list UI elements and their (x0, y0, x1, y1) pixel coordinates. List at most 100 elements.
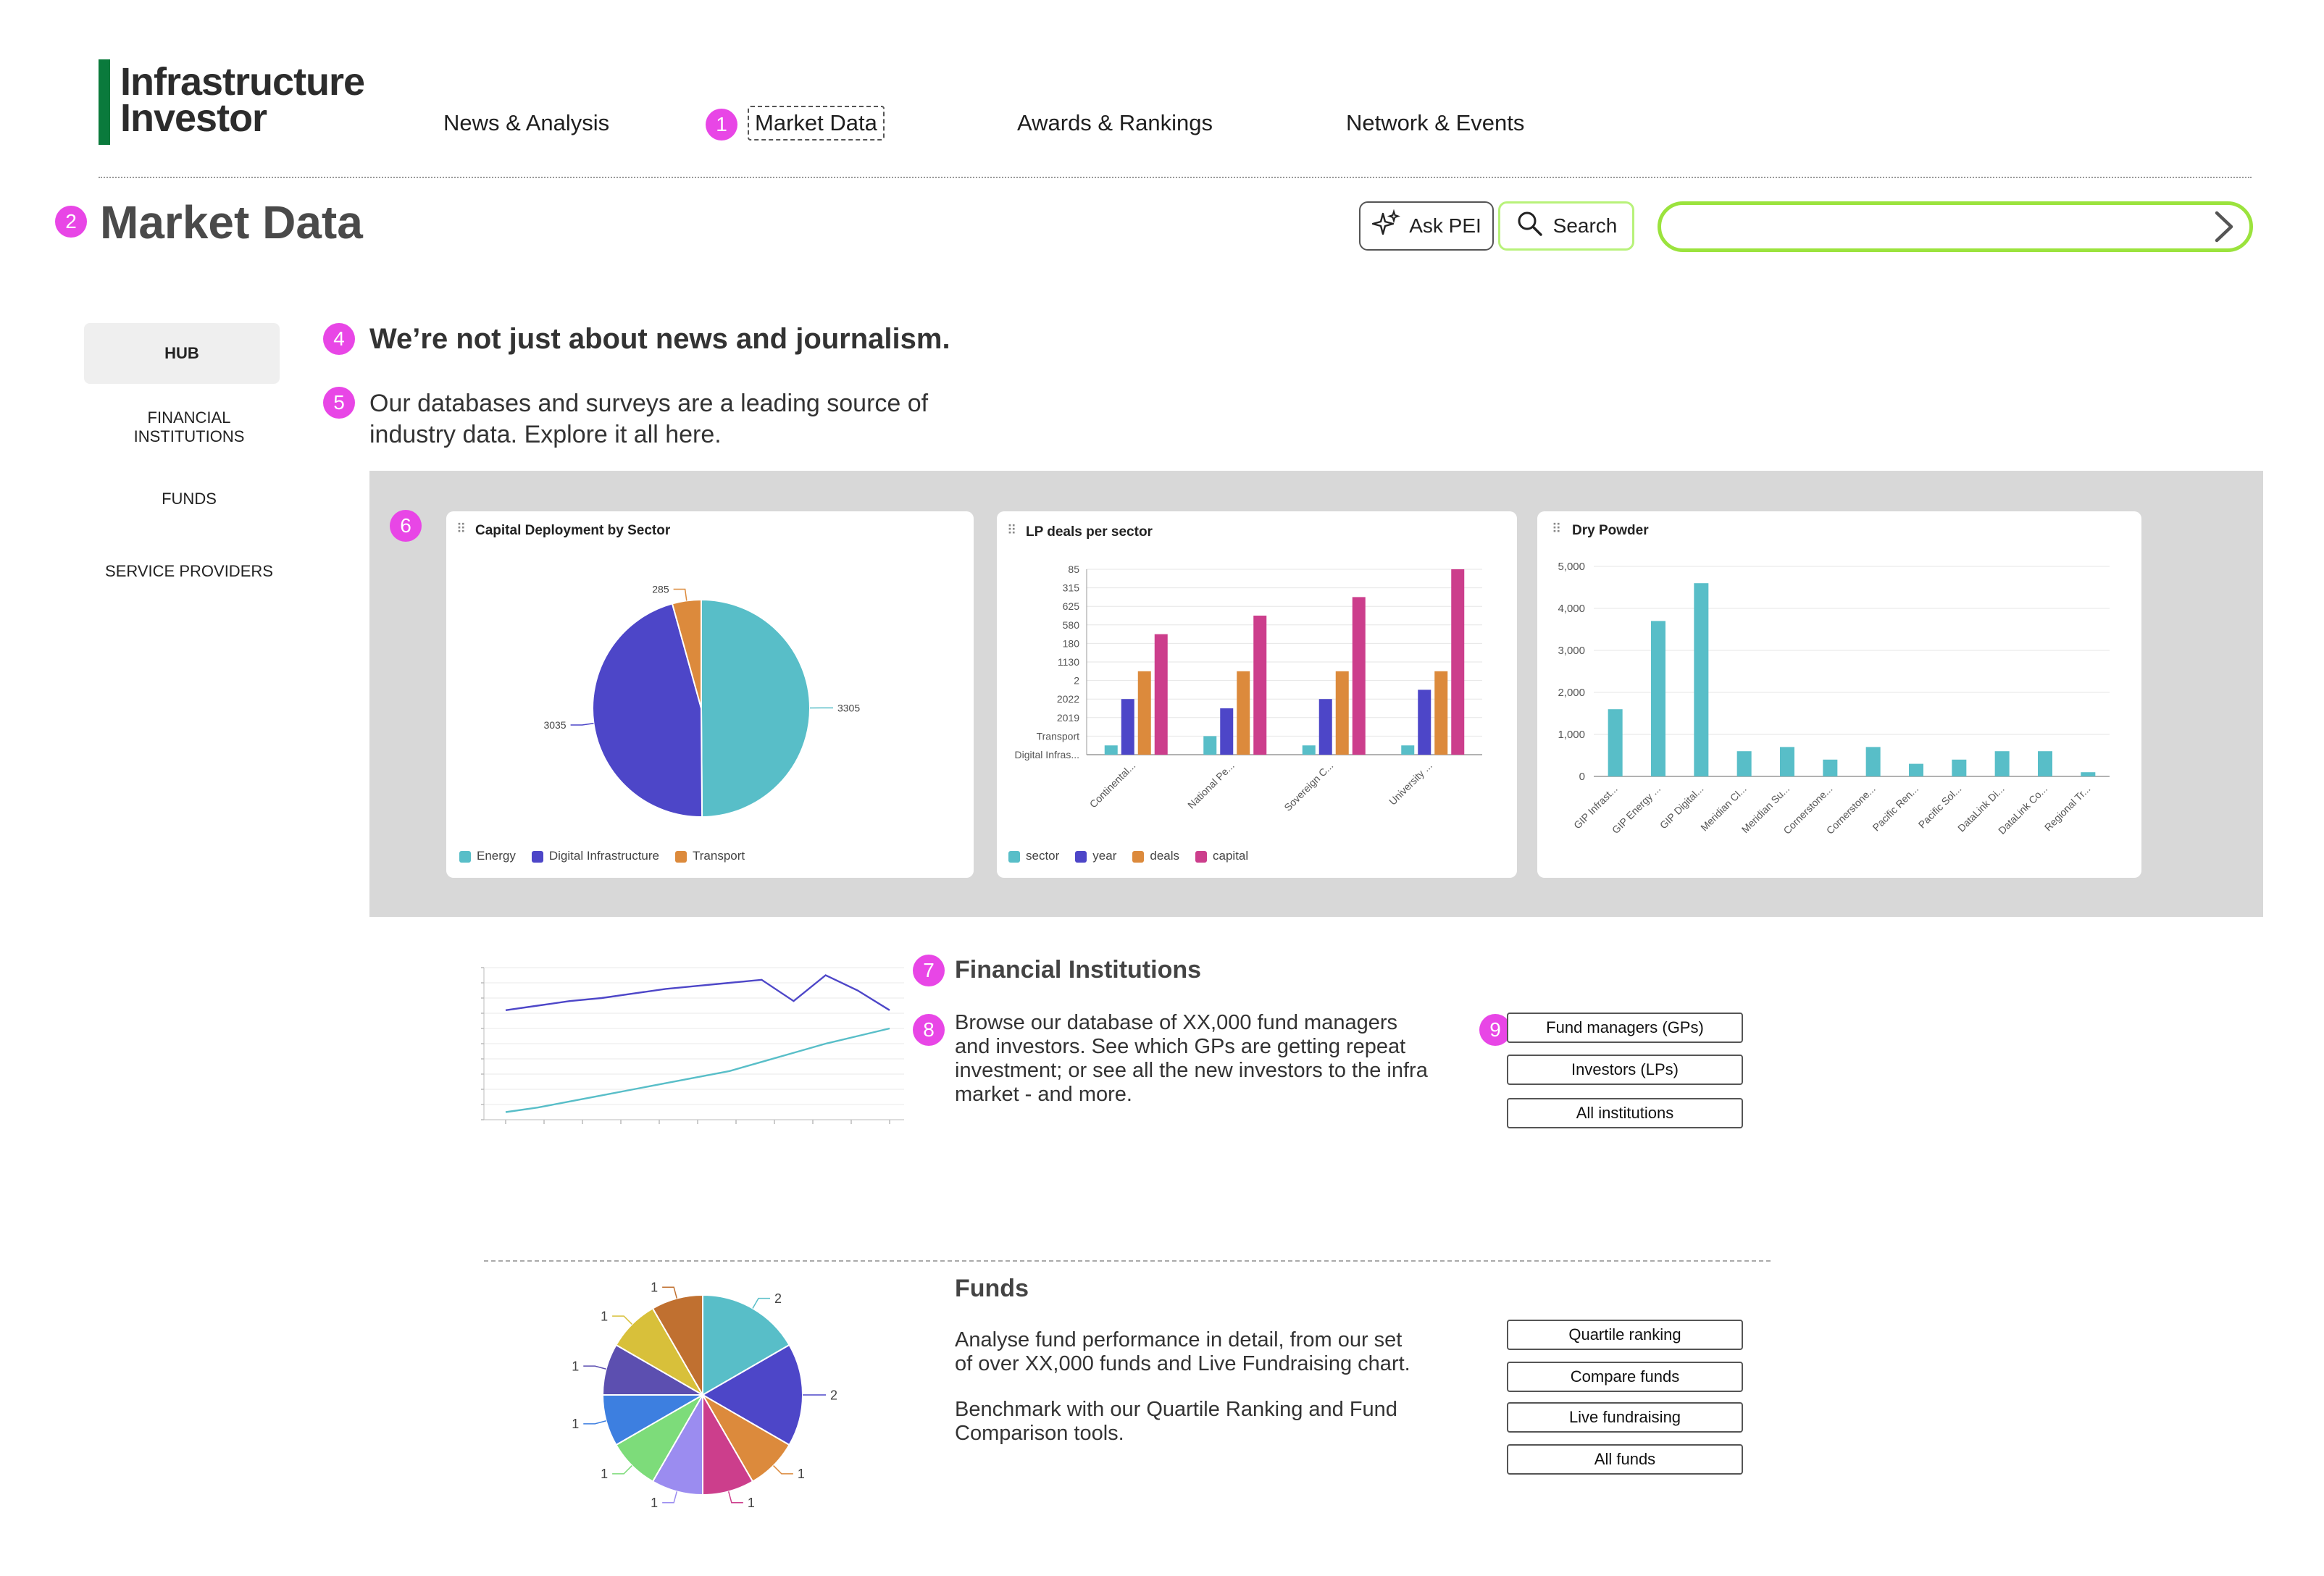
pie-chart: 3305 3035 285 (543, 583, 860, 818)
slice-label: 3035 (543, 719, 566, 731)
x-tick-label: Continental... (1087, 760, 1138, 810)
legend-item: Transport (675, 849, 745, 863)
ask-pei-button[interactable]: Ask PEI (1359, 201, 1494, 251)
logo[interactable]: Infrastructure Investor (120, 60, 365, 140)
chart-legend: sector year deals capital (1008, 849, 1248, 863)
y-tick-label: 1130 (1058, 656, 1079, 668)
all-funds-button[interactable]: All funds (1507, 1444, 1743, 1475)
chart-card-lp-deals[interactable]: ⠿ LP deals per sector 85 315 625 580 180 1130… (997, 511, 1517, 878)
slice-label: 2 (830, 1388, 837, 1402)
slice-label: 1 (748, 1496, 755, 1510)
sidebar-item-financial-institutions[interactable]: FINANCIAL INSTITUTIONS (133, 408, 245, 445)
slice-label: 3305 (837, 702, 860, 713)
nav-news-analysis[interactable]: News & Analysis (443, 110, 610, 135)
intro-line-2: industry data. Explore it all here. (369, 421, 722, 448)
nav-awards-rankings[interactable]: Awards & Rankings (1017, 110, 1213, 135)
y-tick-label: 2 (1074, 675, 1079, 687)
sidebar-item-funds[interactable]: FUNDS (162, 490, 217, 508)
slice-label-line (662, 1286, 678, 1299)
chart-card-dry-powder[interactable]: ⠿ Dry Powder 0 1,000 2,000 3,000 4,000 5,000 G… (1537, 511, 2141, 878)
funds-title: Funds (955, 1275, 1029, 1302)
page-title: Market Data (100, 196, 363, 248)
bar (1694, 583, 1709, 776)
legend-item: sector (1008, 849, 1059, 863)
bar (1203, 736, 1217, 755)
drag-handle-icon[interactable]: ⠿ (456, 521, 467, 536)
slice-label-line (583, 1365, 606, 1370)
quartile-ranking-button[interactable]: Quartile ranking (1507, 1320, 1743, 1350)
pie-slice (651, 1294, 703, 1398)
pie-slice (592, 603, 703, 818)
bar (1137, 671, 1151, 755)
slice-label-line (612, 1465, 632, 1475)
bar (1253, 616, 1267, 755)
x-tick-label: Regional Tr... (2042, 783, 2093, 834)
text-line: of over XX,000 funds and Live Fundraisin… (955, 1352, 1410, 1375)
all-institutions-button[interactable]: All institutions (1507, 1098, 1743, 1128)
pie-chart-thumbnail[interactable]: 2 2 1 1 1 1 1 1 1 1 (536, 1272, 869, 1525)
logo-line-1: Infrastructure (120, 60, 365, 104)
nav-market-data[interactable]: Market Data (748, 106, 885, 141)
bar (1220, 708, 1234, 755)
chart-title: Dry Powder (1572, 523, 1649, 538)
y-tick-label: 580 (1063, 619, 1080, 631)
search-input[interactable] (1658, 201, 2253, 252)
chevron-right-icon[interactable] (2207, 210, 2240, 243)
sparkle-icon (1371, 209, 1401, 243)
nav-network-events[interactable]: Network & Events (1346, 110, 1525, 135)
pie-slice (701, 1344, 803, 1446)
magnifier-icon (1516, 209, 1545, 243)
bar (1237, 671, 1250, 755)
bar (1952, 759, 1967, 776)
slice-label: 1 (798, 1467, 805, 1481)
annotation-badge-1: 1 (706, 109, 737, 141)
bar (1434, 671, 1448, 755)
sidebar-item-label: HUB (164, 344, 199, 362)
bar (1823, 759, 1838, 776)
bar (1418, 690, 1431, 755)
slice-label-line (752, 1297, 770, 1309)
text-line: Benchmark with our Quartile Ranking and … (955, 1398, 1397, 1421)
bar (1352, 597, 1366, 755)
drag-handle-icon[interactable]: ⠿ (1552, 521, 1562, 536)
bar (1335, 671, 1349, 755)
annotation-badge-7: 7 (913, 955, 945, 986)
legend-item: deals (1132, 849, 1179, 863)
fund-managers-button[interactable]: Fund managers (GPs) (1507, 1013, 1743, 1043)
sidebar-item-hub[interactable]: HUB (84, 323, 280, 384)
search-button[interactable]: Search (1498, 201, 1634, 251)
bar (1104, 745, 1118, 755)
funds-text-1: Analyse fund performance in detail, from… (955, 1328, 1476, 1376)
logo-line-2: Investor (120, 96, 267, 140)
slice-label: 1 (572, 1359, 579, 1373)
pie-slice (701, 598, 811, 818)
bar (1401, 745, 1415, 755)
chart-title: Capital Deployment by Sector (475, 523, 671, 538)
y-tick-label: 625 (1063, 600, 1080, 612)
financial-institutions-title: Financial Institutions (955, 956, 1202, 984)
annotation-badge-2: 2 (55, 206, 87, 238)
section-divider (484, 1260, 1771, 1262)
slice-label-line (727, 1491, 743, 1504)
investors-button[interactable]: Investors (LPs) (1507, 1055, 1743, 1085)
search-label: Search (1552, 214, 1618, 237)
live-fundraising-button[interactable]: Live fundraising (1507, 1402, 1743, 1433)
intro-text: Our databases and surveys are a leading … (369, 388, 1050, 450)
sidebar-item-service-providers[interactable]: SERVICE PROVIDERS (105, 562, 273, 580)
bar (1154, 634, 1168, 755)
y-tick-label: 180 (1063, 637, 1080, 649)
x-tick-label: National Pe... (1185, 760, 1237, 811)
line-chart-thumbnail[interactable] (478, 960, 913, 1134)
text-line: Comparison tools. (955, 1422, 1124, 1445)
chart-card-capital-deployment[interactable]: ⠿ Capital Deployment by Sector 3305 3035 2… (446, 511, 974, 878)
bar (2038, 751, 2052, 776)
bar (1909, 763, 1923, 776)
compare-funds-button[interactable]: Compare funds (1507, 1362, 1743, 1392)
y-tick-label: 0 (1579, 771, 1585, 783)
drag-handle-icon[interactable]: ⠿ (1007, 523, 1017, 537)
y-tick-label: 5,000 (1558, 561, 1585, 573)
bar (1736, 751, 1752, 776)
text-line: market - and more. (955, 1083, 1132, 1106)
slice-label-line (570, 722, 594, 726)
